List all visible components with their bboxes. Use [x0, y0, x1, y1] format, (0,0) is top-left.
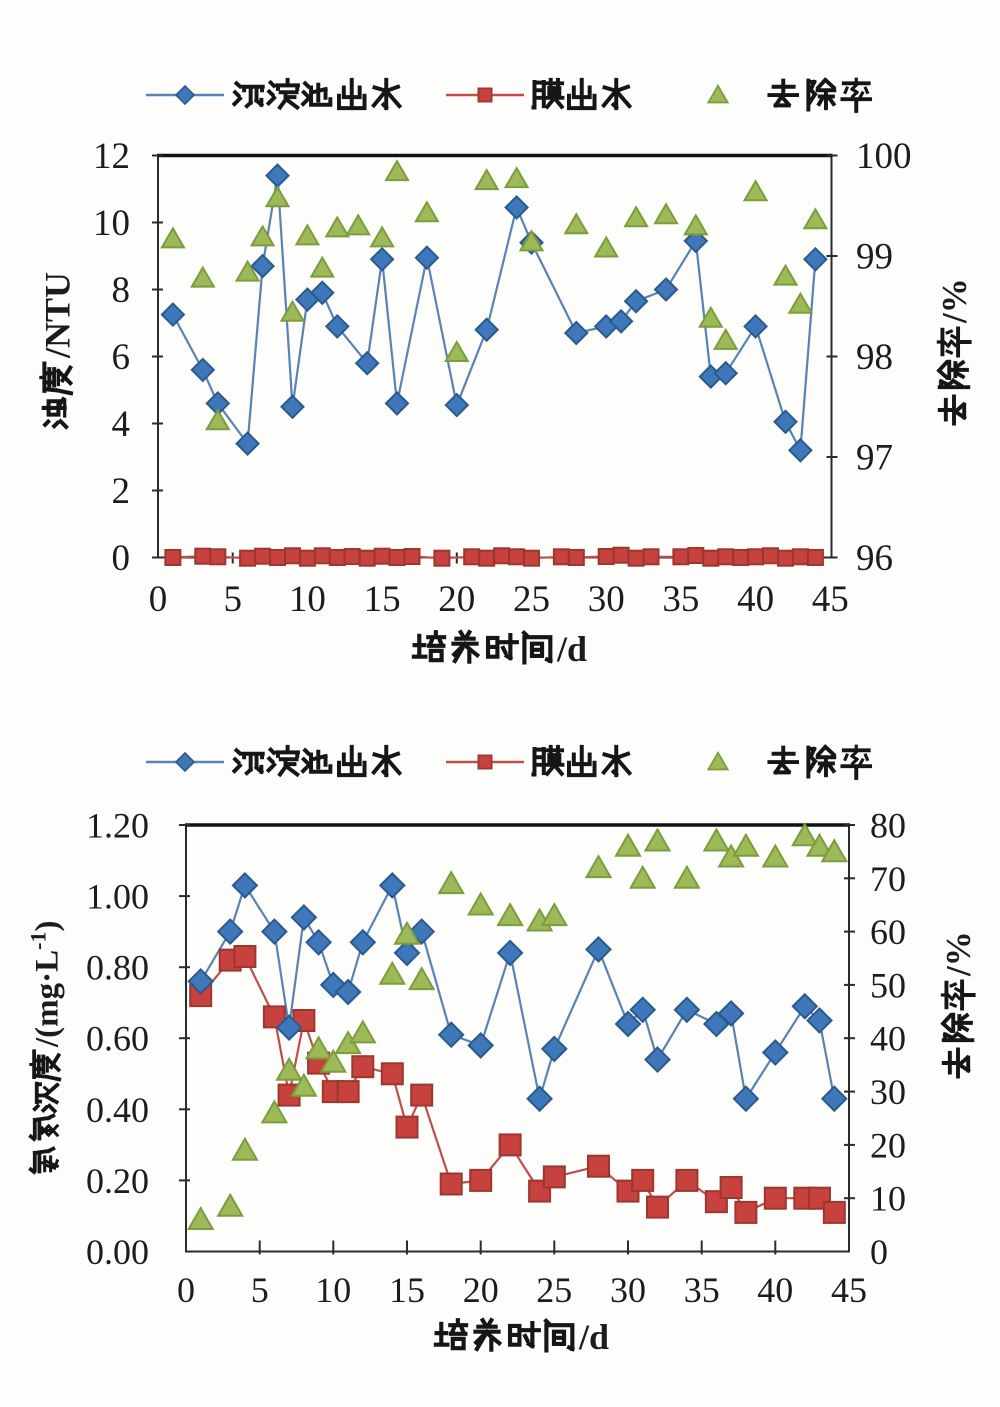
svg-text:45: 45	[831, 1270, 867, 1310]
svg-text:15: 15	[389, 1270, 425, 1310]
svg-text:80: 80	[870, 806, 906, 846]
svg-text:30: 30	[610, 1270, 646, 1310]
svg-text:10: 10	[289, 579, 326, 620]
svg-text:10: 10	[870, 1179, 906, 1219]
svg-text:0: 0	[870, 1232, 888, 1272]
svg-text:/%: /%	[935, 278, 974, 324]
svg-text:0: 0	[149, 579, 168, 620]
svg-text:0: 0	[112, 538, 131, 579]
svg-text:60: 60	[870, 912, 906, 952]
svg-text:/d: /d	[556, 629, 587, 669]
svg-text:12: 12	[93, 136, 130, 177]
svg-text:96: 96	[856, 538, 893, 579]
svg-text:35: 35	[684, 1270, 720, 1310]
svg-text:/NTU: /NTU	[38, 272, 78, 359]
svg-text:45: 45	[812, 579, 849, 620]
svg-text:0.80: 0.80	[86, 948, 149, 988]
svg-text:50: 50	[870, 965, 906, 1005]
svg-text:20: 20	[463, 1270, 499, 1310]
svg-text:70: 70	[870, 859, 906, 899]
svg-text:25: 25	[513, 579, 550, 620]
svg-text:1.20: 1.20	[86, 806, 149, 846]
svg-text:30: 30	[870, 1072, 906, 1112]
svg-text:25: 25	[536, 1270, 572, 1310]
svg-text:0.20: 0.20	[86, 1161, 149, 1201]
svg-text:5: 5	[251, 1270, 269, 1310]
svg-text:0.00: 0.00	[86, 1232, 149, 1272]
svg-text:97: 97	[856, 438, 893, 479]
svg-text:6: 6	[112, 337, 131, 378]
svg-text:20: 20	[870, 1125, 906, 1165]
svg-text:/d: /d	[578, 1317, 609, 1357]
svg-text:4: 4	[112, 404, 131, 445]
svg-text:0: 0	[177, 1270, 195, 1310]
svg-text:40: 40	[870, 1019, 906, 1059]
svg-text:/%: /%	[939, 931, 978, 977]
svg-text:10: 10	[315, 1270, 351, 1310]
svg-text:98: 98	[856, 337, 893, 378]
svg-text:40: 40	[737, 579, 774, 620]
svg-text:30: 30	[588, 579, 625, 620]
svg-text:0.60: 0.60	[86, 1019, 149, 1059]
svg-text:35: 35	[662, 579, 699, 620]
svg-text:15: 15	[364, 579, 401, 620]
svg-text:40: 40	[757, 1270, 793, 1310]
svg-text:0.40: 0.40	[86, 1090, 149, 1130]
svg-text:20: 20	[438, 579, 475, 620]
svg-text:99: 99	[856, 237, 893, 278]
svg-text:100: 100	[856, 136, 912, 177]
svg-text:8: 8	[112, 270, 131, 311]
svg-text:1.00: 1.00	[86, 877, 149, 917]
svg-text:10: 10	[93, 203, 130, 244]
svg-text:5: 5	[223, 579, 242, 620]
svg-text:/(mg·L-1): /(mg·L-1)	[26, 921, 66, 1049]
svg-text:2: 2	[112, 471, 131, 512]
